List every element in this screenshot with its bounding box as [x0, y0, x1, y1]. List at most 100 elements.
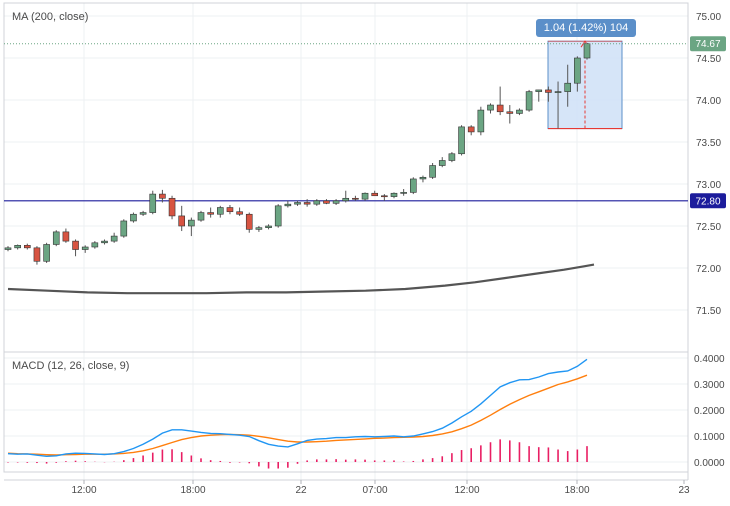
candle-body [400, 192, 407, 194]
candle [583, 42, 591, 60]
candle-body [274, 205, 282, 227]
candle [43, 242, 50, 263]
hline-price-badge: 72.80 [690, 193, 726, 209]
candle [265, 224, 272, 230]
candle-body [284, 203, 292, 207]
candle-body [496, 104, 504, 113]
measure-label-badge: 1.04 (1.42%) 104 [536, 19, 636, 37]
candle [554, 81, 562, 129]
price-tick-label: 75.00 [696, 12, 721, 23]
candle-body [467, 126, 475, 133]
candle-body [23, 245, 31, 249]
candle [72, 239, 79, 257]
candle-body [487, 104, 494, 111]
candle [545, 86, 552, 102]
candle [361, 192, 369, 201]
candle [313, 199, 321, 206]
candle [168, 195, 176, 220]
candle-body [110, 235, 118, 242]
macd-axis[interactable]: 0.4000 0.3000 0.2000 0.1000 0.0000 [694, 354, 725, 469]
current-price-badge: 74.67 [690, 36, 726, 52]
candle-body [159, 193, 166, 199]
candle [120, 219, 128, 238]
macd-tick-label: 0.0000 [694, 458, 725, 469]
candle [4, 246, 12, 252]
candle [323, 199, 330, 205]
candle [574, 56, 581, 92]
candle [371, 190, 379, 197]
candle-body [236, 211, 243, 215]
candle-body [477, 109, 485, 133]
candle-body [564, 82, 572, 92]
candle-body [390, 192, 398, 197]
candle [525, 89, 533, 112]
candle [139, 210, 147, 216]
candle-body [409, 178, 417, 193]
candle [284, 200, 292, 208]
candle-body [33, 247, 41, 262]
candle-body [371, 192, 379, 197]
price-tick-label: 73.00 [696, 180, 721, 191]
candle-body [226, 207, 234, 213]
candle [332, 199, 340, 205]
candle-body [361, 192, 369, 200]
macd-tick-label: 0.3000 [694, 380, 725, 391]
candle-body [255, 227, 263, 230]
candle-body [332, 200, 340, 204]
time-tick-label: 12:00 [454, 485, 479, 496]
macd-indicator-label[interactable]: MACD (12, 26, close, 9) [12, 360, 129, 372]
candle [400, 189, 407, 196]
ma-200-path [7, 263, 595, 295]
candle-body [120, 220, 128, 237]
ma-200-line [7, 263, 595, 295]
candle [496, 86, 504, 116]
candle [409, 177, 417, 195]
candle [81, 245, 89, 253]
measure-label: 1.04 (1.42%) 104 [544, 22, 628, 34]
candle-body [323, 200, 330, 204]
candle-body [197, 212, 205, 221]
candle [477, 106, 485, 136]
price-tick-label: 71.50 [696, 306, 721, 317]
time-axis[interactable]: 12:00 18:00 22 07:00 12:00 18:00 23 [71, 480, 690, 496]
candle [390, 192, 398, 199]
candle [381, 194, 388, 201]
candle [178, 205, 185, 232]
candle-body [14, 245, 21, 249]
ma-indicator-label[interactable]: MA (200, close) [12, 11, 88, 23]
candle [101, 239, 108, 245]
macd-lines [7, 358, 588, 469]
candle [245, 212, 253, 233]
candle [159, 189, 166, 203]
candle-body [583, 43, 591, 59]
candle [487, 103, 494, 114]
time-tick-label: 12:00 [71, 485, 96, 496]
candle-body [139, 212, 147, 215]
candle-body [43, 244, 50, 262]
candle-body [188, 219, 195, 227]
candle [23, 243, 31, 250]
candle [535, 89, 543, 102]
price-axis[interactable]: 75.00 74.50 74.00 73.50 73.00 72.50 72.00 71.50 [696, 12, 721, 317]
current-price-label: 74.67 [695, 39, 720, 50]
candle-body [52, 231, 60, 245]
macd-tick-label: 0.1000 [694, 432, 725, 443]
candle [236, 207, 243, 216]
candle [52, 230, 60, 247]
candle [564, 64, 572, 107]
candle-body [178, 215, 185, 227]
candle [110, 232, 118, 243]
candle [188, 217, 195, 237]
candle-body [535, 89, 543, 92]
measure-tool[interactable] [547, 40, 623, 130]
time-tick-label: 18:00 [564, 485, 589, 496]
candle-body [265, 225, 272, 228]
candle-body [554, 91, 562, 93]
candle-body [458, 126, 465, 155]
candle-body [525, 91, 533, 111]
candle [226, 205, 234, 215]
time-tick-label: 18:00 [180, 485, 205, 496]
candle-body [381, 195, 388, 198]
